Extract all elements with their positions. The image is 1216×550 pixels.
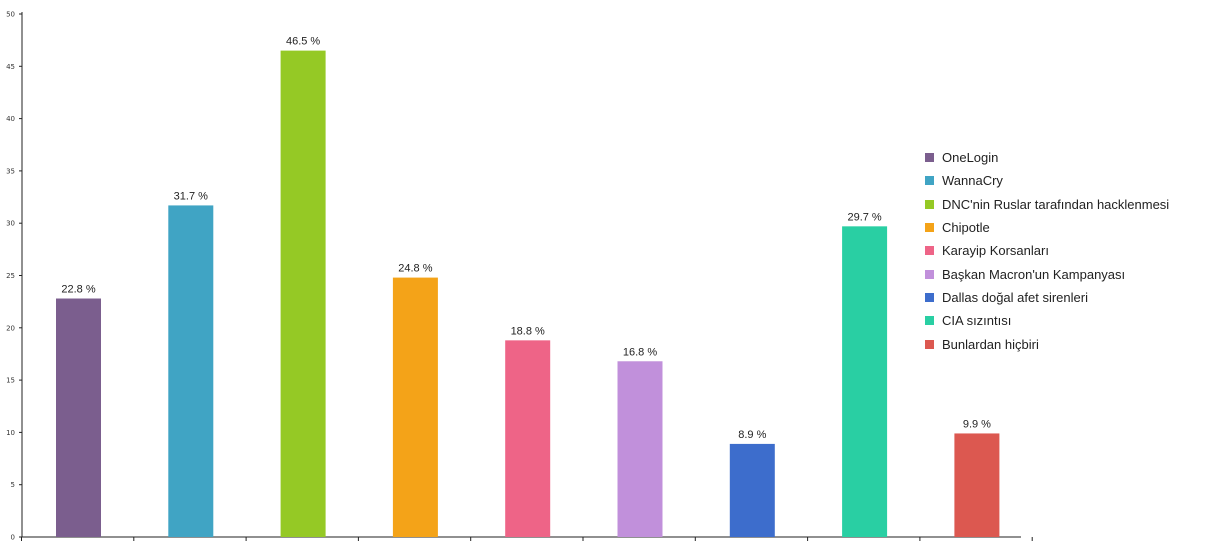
y-tick-label: 25 xyxy=(6,272,15,280)
legend-entry: Chipotle xyxy=(925,216,1169,239)
legend-label: Dallas doğal afet sirenleri xyxy=(942,289,1088,305)
legend-swatch xyxy=(925,316,934,326)
data-label: 16.8 % xyxy=(623,346,657,358)
legend-swatch xyxy=(925,292,934,302)
legend-entry: CIA sızıntısı xyxy=(925,309,1169,332)
data-label: 22.8 % xyxy=(61,284,95,296)
legend-swatch xyxy=(925,223,934,233)
y-tick-label: 40 xyxy=(6,115,15,123)
data-label: 18.8 % xyxy=(511,325,545,337)
legend-swatch xyxy=(925,246,934,256)
y-tick-label: 35 xyxy=(6,167,15,175)
bar xyxy=(729,443,775,537)
legend-entry: Bunlardan hiçbiri xyxy=(925,332,1169,355)
legend-entry: OneLogin xyxy=(925,146,1169,169)
legend-entry: WannaCry xyxy=(925,169,1169,192)
legend-swatch xyxy=(925,176,934,186)
bar xyxy=(392,277,438,537)
legend-label: WannaCry xyxy=(942,173,1003,189)
y-tick-label: 5 xyxy=(11,481,15,489)
y-tick-label: 0 xyxy=(11,534,15,542)
bar xyxy=(280,50,326,538)
bar xyxy=(56,298,101,537)
data-label: 9.9 % xyxy=(963,418,991,430)
legend-label: Karayip Korsanları xyxy=(942,243,1049,259)
y-tick-label: 45 xyxy=(6,63,15,71)
legend: OneLogin WannaCry DNC'nin Ruslar tarafında… xyxy=(925,146,1169,356)
data-label: 29.7 % xyxy=(847,211,881,223)
legend-swatch xyxy=(925,153,934,163)
legend-label: Bunlardan hiçbiri xyxy=(942,336,1039,352)
bar xyxy=(954,433,1000,537)
legend-label: Chipotle xyxy=(942,220,990,236)
bar xyxy=(617,361,663,537)
legend-entry: Dallas doğal afet sirenleri xyxy=(925,286,1169,309)
data-label: 46.5 % xyxy=(286,36,320,48)
y-tick-label: 20 xyxy=(6,324,15,332)
bar xyxy=(168,205,214,537)
y-tick-label: 10 xyxy=(6,429,15,437)
legend-entry: Karayip Korsanları xyxy=(925,239,1169,262)
bars xyxy=(56,50,1000,538)
legend-label: OneLogin xyxy=(942,150,999,166)
legend-swatch xyxy=(925,199,934,209)
legend-label: Başkan Macron'un Kampanyası xyxy=(942,266,1126,282)
bar xyxy=(505,340,551,537)
y-tick-label: 15 xyxy=(6,377,15,385)
y-axis: 0 5 10 15 20 25 30 35 40 45 50 xyxy=(6,11,23,542)
legend-swatch xyxy=(925,269,934,279)
data-label: 24.8 % xyxy=(398,263,432,275)
legend-entry: DNC'nin Ruslar tarafından hacklenmesi xyxy=(925,193,1169,216)
y-tick-label: 30 xyxy=(6,220,15,228)
legend-label: CIA sızıntısı xyxy=(942,313,1012,329)
legend-label: DNC'nin Ruslar tarafından hacklenmesi xyxy=(942,196,1170,212)
y-tick-label: 50 xyxy=(6,11,15,19)
data-label: 31.7 % xyxy=(174,190,208,202)
x-axis xyxy=(21,536,1033,541)
data-labels: 22.8 % 31.7 % 46.5 % 24.8 % 18.8 % 16.8 % 8.9 … xyxy=(61,36,991,441)
bar xyxy=(842,226,888,537)
legend-entry: Başkan Macron'un Kampanyası xyxy=(925,262,1169,285)
data-label: 8.9 % xyxy=(738,429,766,441)
legend-swatch xyxy=(925,339,934,349)
